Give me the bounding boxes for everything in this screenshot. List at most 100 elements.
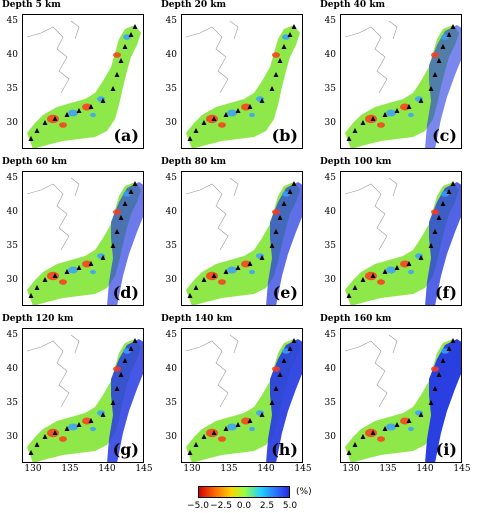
volcano-marker [406,418,412,423]
x-tick-label: 130 [342,464,360,474]
map-panel: Depth 40 km 45 40 35 30 (c) [318,0,466,150]
volcano-marker [132,338,138,343]
velocity-anomaly [386,423,396,431]
tomography-map [26,20,141,148]
volcano-marker [100,98,106,103]
volcano-marker [34,128,40,133]
volcano-marker [193,285,199,290]
colorbar-tick: 2.5 [259,501,275,511]
y-tick-label: 30 [324,118,336,128]
volcano-marker [118,58,124,63]
volcano-marker [42,120,48,125]
velocity-anomaly [282,34,290,40]
velocity-anomaly [408,269,414,275]
map-panel: Depth 100 km 45 40 35 30 (f) [318,157,466,307]
volcano-marker [287,189,293,194]
velocity-anomaly [249,112,255,118]
volcano-marker [382,112,388,117]
velocity-anomaly [123,348,131,354]
coastline [344,334,398,408]
y-tick-label: 35 [324,84,336,94]
volcano-marker [440,358,446,363]
y-tick-label: 35 [165,241,177,251]
x-tick-label: 135 [61,464,79,474]
map-panel: Depth 20 km 45 40 35 30 (b) [159,0,307,150]
y-tick-label: 40 [324,50,336,60]
volcano-marker [114,72,120,77]
map-panel: Depth 60 km 45 40 35 30 (d) [0,157,148,307]
panel-title: Depth 60 km [2,157,68,167]
velocity-anomaly [68,423,78,431]
volcano-marker [436,372,442,377]
volcano-marker [247,104,253,109]
volcano-marker [128,346,134,351]
volcano-marker [291,181,297,186]
x-tick-label: 135 [220,464,238,474]
volcano-marker [34,285,40,290]
velocity-anomaly [206,428,218,438]
velocity-anomaly [206,271,218,281]
volcano-marker [118,215,124,220]
velocity-anomaly [218,279,226,285]
velocity-anomaly [386,109,396,117]
volcano-marker [269,86,275,91]
volcano-marker [100,412,106,417]
velocity-anomaly [377,436,385,442]
volcano-marker [346,450,352,455]
velocity-anomaly [47,271,59,281]
panel-title: Depth 20 km [161,0,227,10]
volcano-marker [132,181,138,186]
volcano-marker [110,243,116,248]
velocity-anomaly [123,34,131,40]
volcano-marker [193,128,199,133]
y-tick-label: 30 [6,275,18,285]
volcano-marker [432,229,438,234]
volcano-marker [352,128,358,133]
volcano-marker [52,273,58,278]
y-tick-label: 45 [6,330,18,340]
panel-label: (i) [435,440,457,459]
velocity-anomaly [218,436,226,442]
y-tick-label: 35 [165,84,177,94]
x-tick-label: 145 [453,464,471,474]
y-tick-label: 45 [165,173,177,183]
velocity-anomaly [47,114,59,124]
velocity-anomaly [59,279,67,285]
volcano-marker [247,418,253,423]
velocity-anomaly [59,122,67,128]
volcano-marker [450,338,456,343]
y-tick-label: 45 [6,16,18,26]
velocity-anomaly [386,266,396,274]
y-tick-label: 45 [324,330,336,340]
volcano-marker [110,86,116,91]
volcano-marker [277,215,283,220]
volcano-marker [187,136,193,141]
volcano-marker [76,422,82,427]
colorbar [198,486,290,498]
y-tick-label: 40 [165,364,177,374]
volcano-marker [114,386,120,391]
map-frame: (b) [181,14,303,149]
volcano-marker [446,189,452,194]
volcano-marker [64,426,70,431]
volcano-marker [211,116,217,121]
volcano-marker [269,400,275,405]
volcano-marker [259,412,265,417]
velocity-anomaly [282,191,290,197]
velocity-anomaly [227,109,237,117]
volcano-marker [201,277,207,282]
volcano-marker [34,442,40,447]
volcano-marker [259,255,265,260]
volcano-marker [193,442,199,447]
volcano-marker [418,98,424,103]
volcano-marker [287,346,293,351]
y-tick-label: 40 [165,207,177,217]
volcano-marker [287,32,293,37]
velocity-anomaly [113,52,121,58]
coastline [185,334,239,408]
y-tick-label: 40 [165,50,177,60]
volcano-marker [64,112,70,117]
tomography-map [344,177,461,305]
velocity-anomaly [59,436,67,442]
y-tick-label: 30 [6,118,18,128]
